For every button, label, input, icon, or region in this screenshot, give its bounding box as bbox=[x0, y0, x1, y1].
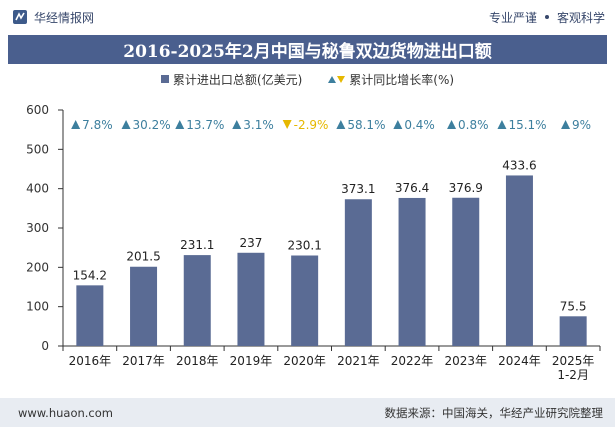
top-bar: 华经情报网 专业严谨 客观科学 bbox=[0, 0, 615, 34]
growth-up-triangle bbox=[561, 120, 571, 129]
growth-label: 7.8% bbox=[82, 118, 113, 132]
legend-bars-label: 累计进出口总额(亿美元) bbox=[172, 72, 303, 87]
bar-value-label: 237 bbox=[239, 236, 262, 250]
growth-label: 3.1% bbox=[243, 118, 274, 132]
bar-chart: 0 100 200 300 400 500 600 154.2 2016年 7.8% 201.5 20… bbox=[26, 103, 601, 382]
x-tick-label: 1-2月 bbox=[557, 368, 589, 382]
y-tick-label: 200 bbox=[26, 260, 49, 274]
separator-dot-icon bbox=[544, 15, 549, 19]
legend-growth-label: 累计同比增长率(%) bbox=[349, 72, 455, 87]
bar-value-label: 75.5 bbox=[560, 299, 587, 313]
bar-3 bbox=[183, 255, 211, 346]
bar-4 bbox=[237, 252, 265, 346]
x-tick-label: 2021年 bbox=[337, 354, 380, 368]
bar-1 bbox=[76, 285, 104, 346]
growth-up-triangle bbox=[393, 120, 403, 129]
bar-value-label: 433.6 bbox=[502, 158, 536, 172]
bar-7 bbox=[398, 197, 426, 346]
growth-label: 0.4% bbox=[404, 118, 435, 132]
bar-10 bbox=[559, 316, 587, 346]
bar-swatch-icon bbox=[160, 75, 169, 83]
growth-label: -2.9% bbox=[294, 118, 329, 132]
growth-label: 9% bbox=[572, 118, 591, 132]
x-tick-label: 2016年 bbox=[69, 354, 112, 368]
bar-6 bbox=[344, 199, 372, 346]
legend-item-growth: 累计同比增长率(%) bbox=[328, 71, 454, 88]
growth-up-triangle bbox=[336, 120, 346, 129]
brand[interactable]: 华经情报网 bbox=[12, 9, 94, 26]
header-tags: 专业严谨 客观科学 bbox=[489, 9, 605, 26]
footer-website[interactable]: www.huaon.com bbox=[18, 405, 113, 420]
up-triangle-icon bbox=[328, 75, 337, 83]
growth-up-triangle bbox=[497, 120, 507, 129]
huajing-logo-icon bbox=[13, 10, 27, 24]
bar-5 bbox=[291, 255, 319, 346]
y-tick-label: 100 bbox=[26, 300, 49, 314]
growth-down-triangle bbox=[282, 120, 292, 129]
x-tick-label: 2025年 bbox=[552, 354, 595, 368]
legend-item-bars: 累计进出口总额(亿美元) bbox=[160, 71, 303, 88]
bar-value-label: 376.9 bbox=[449, 181, 483, 195]
growth-up-triangle bbox=[175, 120, 185, 129]
y-tick-label: 300 bbox=[26, 221, 49, 235]
bar-9 bbox=[505, 175, 533, 346]
growth-label: 15.1% bbox=[508, 118, 546, 132]
bar-value-label: 231.1 bbox=[180, 238, 214, 252]
bar-value-label: 230.1 bbox=[287, 238, 321, 252]
growth-up-triangle bbox=[71, 120, 81, 129]
growth-label: 30.2% bbox=[133, 118, 171, 132]
x-tick-label: 2020年 bbox=[283, 354, 326, 368]
tag-professional: 专业严谨 bbox=[488, 10, 537, 25]
y-tick-label: 600 bbox=[26, 103, 49, 117]
bar-8 bbox=[452, 197, 480, 346]
growth-up-triangle bbox=[447, 120, 457, 129]
x-tick-label: 2019年 bbox=[230, 354, 273, 368]
x-tick-label: 2018年 bbox=[176, 354, 219, 368]
chart-title: 2016-2025年2月中国与秘鲁双边货物进出口额 bbox=[123, 42, 492, 62]
tag-objective: 客观科学 bbox=[556, 10, 605, 25]
bar-value-label: 154.2 bbox=[73, 268, 107, 282]
growth-label: 58.1% bbox=[347, 118, 385, 132]
bar-value-label: 376.4 bbox=[395, 181, 429, 195]
bar-value-label: 201.5 bbox=[126, 250, 160, 264]
bar-2 bbox=[130, 266, 158, 346]
bar-value-label: 373.1 bbox=[341, 182, 375, 196]
x-tick-label: 2017年 bbox=[122, 354, 165, 368]
legend: 累计进出口总额(亿美元) 累计同比增长率(%) bbox=[0, 68, 615, 90]
growth-label: 13.7% bbox=[186, 118, 224, 132]
x-tick-label: 2023年 bbox=[444, 354, 487, 368]
growth-up-triangle bbox=[121, 120, 131, 129]
y-tick-label: 500 bbox=[26, 142, 49, 156]
x-tick-label: 2024年 bbox=[498, 354, 541, 368]
growth-up-triangle bbox=[232, 120, 242, 129]
footer: www.huaon.com 数据来源：中国海关，华经产业研究院整理 bbox=[0, 398, 615, 427]
growth-label: 0.8% bbox=[458, 118, 489, 132]
x-tick-label: 2022年 bbox=[391, 354, 434, 368]
brand-name: 华经情报网 bbox=[34, 10, 95, 25]
footer-source: 数据来源：中国海关，华经产业研究院整理 bbox=[384, 405, 604, 420]
y-tick-label: 400 bbox=[26, 182, 49, 196]
y-tick-label: 0 bbox=[41, 339, 49, 353]
chart-title-bar: 2016-2025年2月中国与秘鲁双边货物进出口额 bbox=[8, 35, 607, 64]
down-triangle-icon bbox=[337, 75, 346, 83]
